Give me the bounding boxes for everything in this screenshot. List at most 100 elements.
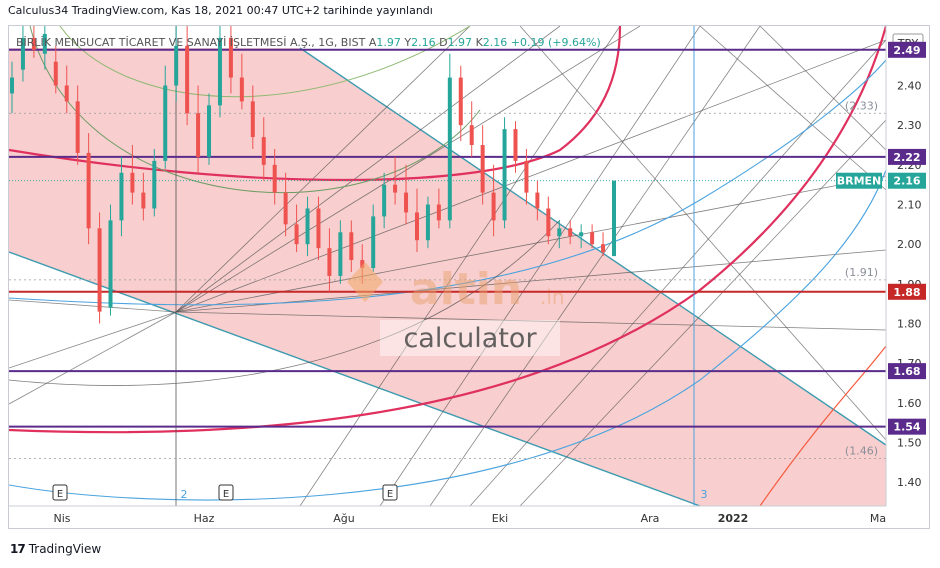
- candle: [228, 26, 233, 94]
- watermark-logo-icon: [347, 262, 383, 302]
- level-tag-2.49: 2.49: [893, 44, 920, 57]
- price-tick-label: 1.40: [897, 476, 922, 489]
- level-tag-bg: [888, 283, 926, 300]
- candle: [612, 180, 616, 257]
- candle-body: [513, 129, 518, 161]
- candle: [513, 121, 518, 173]
- published-note: Calculus34 TradingView.com, Kas 18, 2021…: [8, 4, 433, 17]
- candle-body: [64, 85, 69, 102]
- gray-arc: [9, 219, 561, 386]
- candle-body: [458, 77, 463, 126]
- event-marker-box: [52, 484, 68, 501]
- time-tick-label: Ma: [870, 512, 886, 525]
- candle-body: [86, 152, 91, 229]
- time-axis: Nis Haz Ağu Eki Ara 2022 Ma: [9, 505, 886, 525]
- candle: [458, 65, 463, 142]
- candle: [502, 117, 507, 229]
- price-tick-label: 2.40: [897, 80, 922, 93]
- candle: [349, 220, 354, 272]
- candle: [97, 212, 102, 324]
- candle-body: [196, 113, 201, 157]
- candle-body: [228, 37, 233, 78]
- fan-line: [175, 26, 471, 313]
- candle: [546, 196, 551, 245]
- candle: [480, 125, 485, 205]
- candle-body: [436, 204, 441, 221]
- candle: [152, 148, 157, 217]
- candle-body: [327, 248, 332, 276]
- candle-body: [480, 145, 485, 193]
- candle-body: [568, 228, 573, 237]
- candle-body: [283, 192, 288, 225]
- candle: [130, 145, 135, 205]
- candle-body: [185, 45, 190, 114]
- level-tag-1.54: 1.54: [893, 421, 920, 434]
- price-tick-label: 2.30: [897, 119, 922, 132]
- event-marker-label: 2: [181, 488, 188, 501]
- last-price-tag-bg: [888, 172, 926, 189]
- price-tick-label: 1.80: [897, 318, 922, 331]
- time-tick-label: Eki: [492, 512, 508, 525]
- candle: [568, 220, 573, 245]
- event-marker: E: [218, 484, 234, 501]
- event-marker: E: [52, 484, 68, 501]
- fan-line: [9, 311, 177, 369]
- candle: [393, 156, 398, 205]
- fan-line: [699, 26, 886, 191]
- candle: [469, 101, 474, 157]
- candle-body: [250, 101, 255, 138]
- candle: [316, 196, 321, 261]
- dotted-level-label: (2.33): [845, 99, 878, 112]
- event-marker-label: E: [387, 489, 393, 500]
- green-arc: [59, 26, 471, 98]
- candle-body: [108, 220, 113, 308]
- time-tick-label: Ağu: [333, 512, 354, 525]
- candle-body: [491, 192, 496, 221]
- candle-body: [316, 208, 321, 249]
- candle: [601, 232, 606, 257]
- candle: [207, 93, 212, 165]
- symbol-tag: BRMEN: [837, 175, 882, 188]
- candle-body: [579, 232, 584, 237]
- fan-line: [9, 299, 177, 313]
- event-marker-label: E: [223, 489, 229, 500]
- watermark-sub: calculator: [403, 323, 537, 354]
- fan-line: [175, 175, 886, 313]
- candle-body: [141, 192, 146, 209]
- candle-body: [535, 192, 540, 209]
- event-marker-box: [218, 484, 234, 501]
- watermark-sub-bg: [380, 320, 560, 356]
- candle: [305, 196, 310, 257]
- candle-body: [75, 101, 80, 153]
- candle-body: [130, 172, 135, 193]
- candle: [250, 85, 255, 149]
- dotted-level-label: (1.91): [845, 266, 878, 279]
- last-price-tag: 2.16: [893, 175, 920, 188]
- candle: [272, 148, 277, 205]
- candle: [10, 61, 14, 114]
- candle: [42, 26, 47, 70]
- candle: [53, 45, 58, 94]
- candle: [436, 188, 441, 229]
- price-tick-label: 1.50: [897, 437, 922, 450]
- footer-brand[interactable]: 17 TradingView: [10, 542, 101, 556]
- candle-body: [42, 33, 47, 54]
- watermark-suffix: .in: [540, 285, 565, 309]
- candle-body: [294, 224, 299, 245]
- candle-body: [20, 37, 25, 70]
- candle: [108, 204, 113, 316]
- candle-body: [272, 164, 277, 193]
- candle-body: [10, 77, 14, 94]
- price-tick-label: 2.10: [897, 199, 922, 212]
- candle-body: [31, 37, 36, 50]
- candle: [20, 26, 25, 82]
- tradingview-logo-icon: 17: [10, 542, 26, 556]
- candle-body: [447, 77, 452, 221]
- candle: [141, 172, 146, 221]
- red-arc: [9, 26, 622, 182]
- candle: [590, 224, 595, 249]
- candle-body: [217, 37, 222, 106]
- fan-line: [9, 311, 177, 405]
- descending-channel-fill: [9, 48, 886, 506]
